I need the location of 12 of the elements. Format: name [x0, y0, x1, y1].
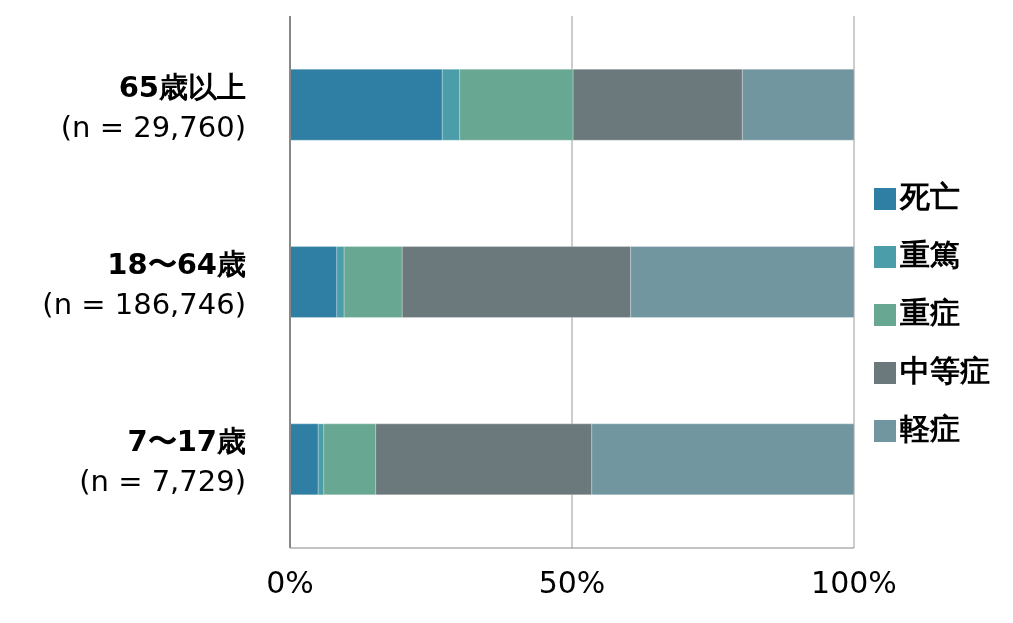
x-tick-label: 100% — [811, 565, 897, 601]
legend-label: 重篤 — [900, 237, 960, 272]
bar — [290, 423, 319, 496]
x-tick-label: 0% — [266, 565, 314, 601]
y-tick-label: 7〜17歳 (n = 7,729) — [79, 424, 246, 499]
legend-label: 重症 — [900, 295, 960, 330]
y-tick-label: 18〜64歳 (n = 186,746) — [42, 247, 246, 321]
legend-label: 死亡 — [900, 179, 960, 214]
legend-label: 中等症 — [900, 353, 990, 388]
y-tick-label: 65歳以上 (n = 29,760) — [60, 69, 246, 144]
legend-label: 軽症 — [900, 411, 960, 446]
x-tick-label: 50% — [538, 565, 606, 601]
